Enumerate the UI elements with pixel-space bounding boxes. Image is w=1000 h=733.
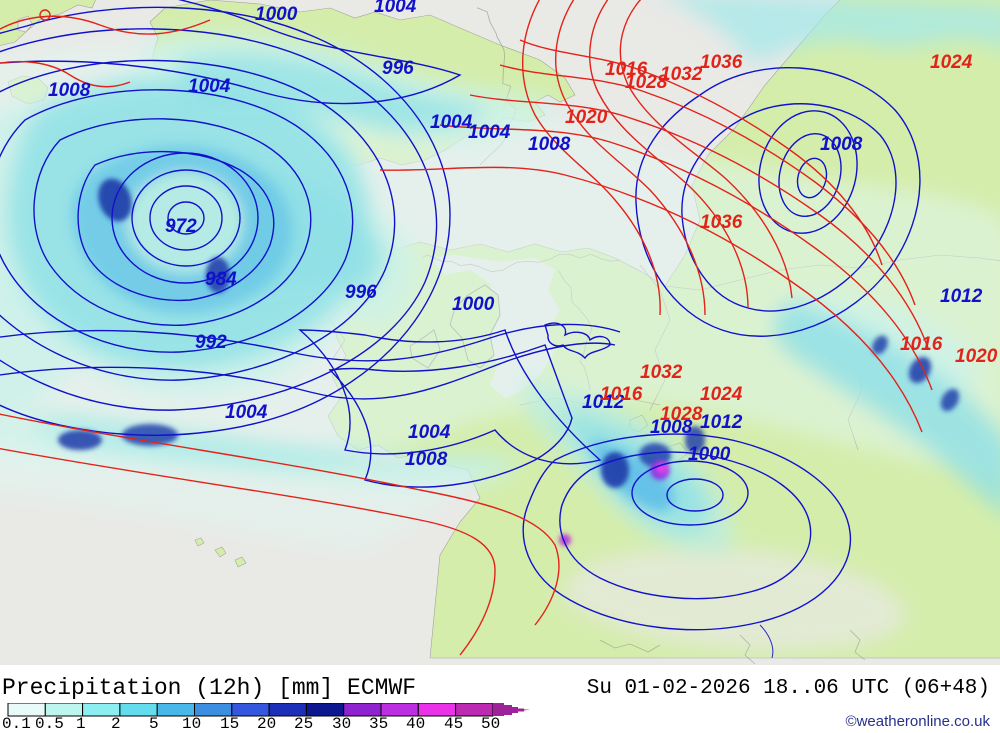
svg-text:1004: 1004 xyxy=(408,422,451,443)
svg-text:2: 2 xyxy=(111,715,121,729)
svg-text:50: 50 xyxy=(481,715,500,729)
svg-text:40: 40 xyxy=(406,715,425,729)
svg-text:1032: 1032 xyxy=(640,362,683,383)
svg-text:1036: 1036 xyxy=(700,52,743,73)
svg-text:30: 30 xyxy=(332,715,351,729)
svg-text:1016: 1016 xyxy=(600,384,643,405)
svg-text:1004: 1004 xyxy=(468,122,511,143)
svg-text:1: 1 xyxy=(76,715,86,729)
svg-text:1004: 1004 xyxy=(430,112,473,133)
svg-text:1000: 1000 xyxy=(255,4,298,25)
svg-text:1016: 1016 xyxy=(900,334,943,355)
svg-text:1000: 1000 xyxy=(688,444,731,465)
svg-text:1008: 1008 xyxy=(405,449,448,470)
svg-text:1000: 1000 xyxy=(452,294,495,315)
svg-text:996: 996 xyxy=(382,58,414,79)
svg-text:992: 992 xyxy=(195,332,227,353)
svg-text:1004: 1004 xyxy=(374,0,417,17)
svg-text:1036: 1036 xyxy=(700,212,743,233)
svg-text:1024: 1024 xyxy=(930,52,973,73)
svg-text:1024: 1024 xyxy=(700,384,743,405)
svg-text:1028: 1028 xyxy=(660,404,703,425)
svg-text:1008: 1008 xyxy=(48,80,91,101)
svg-text:1020: 1020 xyxy=(565,107,608,128)
svg-text:35: 35 xyxy=(369,715,388,729)
svg-text:15: 15 xyxy=(220,715,239,729)
svg-text:1032: 1032 xyxy=(660,64,703,85)
svg-text:1020: 1020 xyxy=(955,346,998,367)
svg-text:1008: 1008 xyxy=(528,134,571,155)
svg-text:25: 25 xyxy=(294,715,313,729)
svg-text:10: 10 xyxy=(182,715,201,729)
svg-text:972: 972 xyxy=(165,216,197,237)
svg-text:984: 984 xyxy=(205,269,237,290)
svg-text:1004: 1004 xyxy=(225,402,268,423)
svg-text:1012: 1012 xyxy=(940,286,983,307)
svg-text:20: 20 xyxy=(257,715,276,729)
svg-text:0.5: 0.5 xyxy=(35,715,64,729)
svg-text:1012: 1012 xyxy=(700,412,743,433)
svg-text:1008: 1008 xyxy=(820,134,863,155)
svg-text:45: 45 xyxy=(444,715,463,729)
svg-text:5: 5 xyxy=(149,715,159,729)
svg-text:996: 996 xyxy=(345,282,377,303)
svg-text:1004: 1004 xyxy=(188,76,231,97)
svg-text:0.1: 0.1 xyxy=(2,715,31,729)
